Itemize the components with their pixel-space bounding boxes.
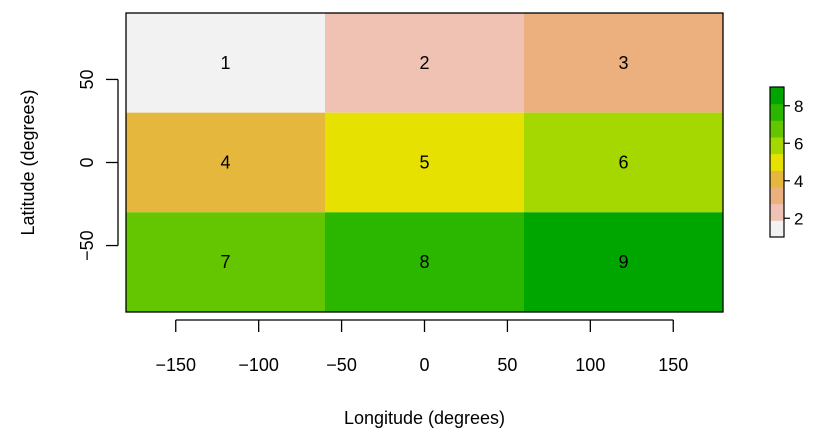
cell-value-label: 6: [618, 153, 628, 173]
plot-frame: [125, 12, 724, 313]
x-tick-label: 0: [419, 355, 429, 375]
legend-color-step: [770, 187, 784, 205]
heatmap-cell: [524, 212, 723, 312]
x-tick-label: −50: [326, 355, 357, 375]
heatmap-cells: 1 2 3 4 5 6 7 8 9: [126, 13, 723, 312]
heatmap-cell: [126, 13, 325, 113]
cell-value-label: 4: [220, 153, 230, 173]
x-tick-label: 150: [658, 355, 688, 375]
cell-value-label: 5: [419, 153, 429, 173]
legend-color-step: [770, 153, 784, 171]
heatmap-cell: [524, 112, 723, 213]
y-tick-label: −50: [77, 230, 97, 261]
heatmap-cell: [325, 13, 524, 113]
heatmap-cell: [126, 112, 325, 213]
legend-bar-frame: [769, 86, 785, 238]
x-axis: −150 −100 −50 0 50 100 150: [155, 319, 688, 375]
y-tick-label: 50: [77, 69, 97, 89]
legend-color-step: [770, 103, 784, 121]
legend-color-step: [770, 120, 784, 138]
cell-value-label: 9: [618, 252, 628, 272]
color-legend: 2 4 6 8: [769, 86, 803, 238]
legend-tick-label: 4: [794, 172, 803, 191]
x-tick-label: −100: [238, 355, 279, 375]
legend-tick-label: 2: [794, 209, 803, 228]
legend-color-step: [770, 203, 784, 221]
y-tick-label: 0: [77, 157, 97, 167]
heatmap-cell: [325, 112, 524, 213]
cell-value-label: 2: [419, 53, 429, 73]
x-tick-label: −150: [155, 355, 196, 375]
cell-value-label: 3: [618, 53, 628, 73]
legend-color-step: [770, 87, 784, 105]
x-tick-label: 50: [497, 355, 517, 375]
legend-color-step: [770, 170, 784, 188]
legend-tick-label: 8: [794, 97, 803, 116]
legend-tick-label: 6: [794, 134, 803, 153]
x-axis-title: Longitude (degrees): [344, 408, 505, 428]
heatmap-cell: [126, 212, 325, 312]
heatmap-cell: [325, 212, 524, 312]
cell-value-label: 7: [220, 252, 230, 272]
y-axis-title: Latitude (degrees): [18, 89, 38, 235]
legend-color-step: [770, 137, 784, 155]
x-tick-label: 100: [575, 355, 605, 375]
cell-value-label: 8: [419, 252, 429, 272]
legend-color-step: [770, 220, 784, 238]
heatmap-cell: [524, 13, 723, 113]
y-axis: 50 0 −50: [77, 69, 119, 261]
cell-value-label: 1: [220, 53, 230, 73]
